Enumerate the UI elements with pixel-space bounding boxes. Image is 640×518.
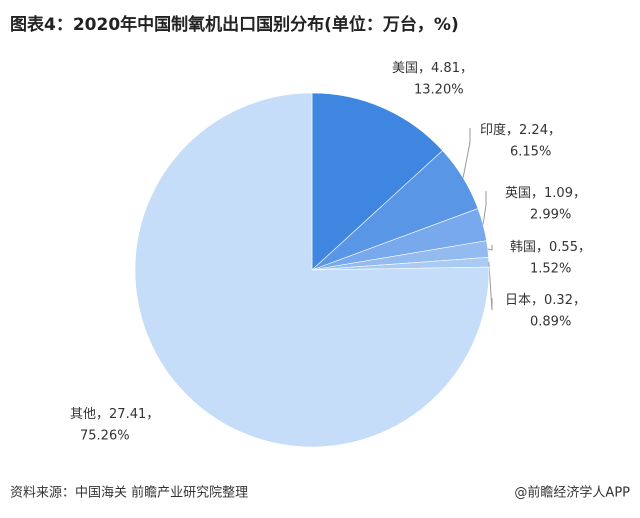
- separator: ，: [531, 293, 544, 308]
- value-label: 2.24: [519, 123, 548, 138]
- value-label: 0.32: [544, 293, 573, 308]
- value-label: 1.09: [544, 186, 573, 201]
- value-label: 27.41: [109, 407, 146, 422]
- separator: ，: [460, 61, 473, 76]
- slice-label: 其他，27.41，: [70, 407, 159, 422]
- leader-line: [482, 191, 487, 225]
- separator: ，: [506, 123, 519, 138]
- leader-line: [487, 245, 493, 251]
- slice-label: 韩国，0.55，: [510, 240, 591, 255]
- category-label: 印度: [480, 122, 506, 138]
- separator: ，: [96, 407, 109, 422]
- credit: @前瞻经济学人APP: [514, 485, 630, 501]
- separator: ，: [146, 407, 159, 422]
- leader-line: [462, 128, 471, 178]
- percent-label: 6.15%: [510, 145, 551, 160]
- value-label: 4.81: [431, 61, 460, 76]
- category-label: 韩国: [510, 240, 536, 255]
- separator: ，: [418, 61, 431, 76]
- slice-label: 印度，2.24，: [480, 122, 561, 138]
- source: 资料来源：中国海关 前瞻产业研究院整理: [10, 485, 248, 501]
- category-label: 日本: [505, 293, 531, 308]
- separator: ，: [578, 240, 591, 255]
- separator: ，: [573, 186, 586, 201]
- slice-label: 日本，0.32，: [505, 293, 586, 308]
- percent-label: 2.99%: [530, 208, 571, 223]
- chart-title: 图表4：2020年中国制氧机出口国别分布(单位：万台，%): [10, 14, 459, 35]
- category-label: 英国: [505, 186, 531, 201]
- percent-label: 75.26%: [80, 429, 130, 444]
- percent-label: 13.20%: [414, 83, 464, 98]
- separator: ，: [531, 186, 544, 201]
- value-label: 0.55: [549, 240, 578, 255]
- category-label: 其他: [70, 407, 96, 422]
- slice-label: 英国，1.09，: [505, 186, 586, 201]
- percent-label: 0.89%: [530, 315, 571, 330]
- percent-label: 1.52%: [530, 262, 571, 277]
- separator: ，: [536, 240, 549, 255]
- pie-slice: [311, 92, 444, 271]
- category-label: 美国: [392, 61, 418, 76]
- slice-label: 美国，4.81，: [392, 61, 473, 76]
- separator: ，: [548, 123, 561, 138]
- leader-line: [488, 262, 493, 311]
- separator: ，: [573, 293, 586, 308]
- pie-slice: [134, 92, 490, 448]
